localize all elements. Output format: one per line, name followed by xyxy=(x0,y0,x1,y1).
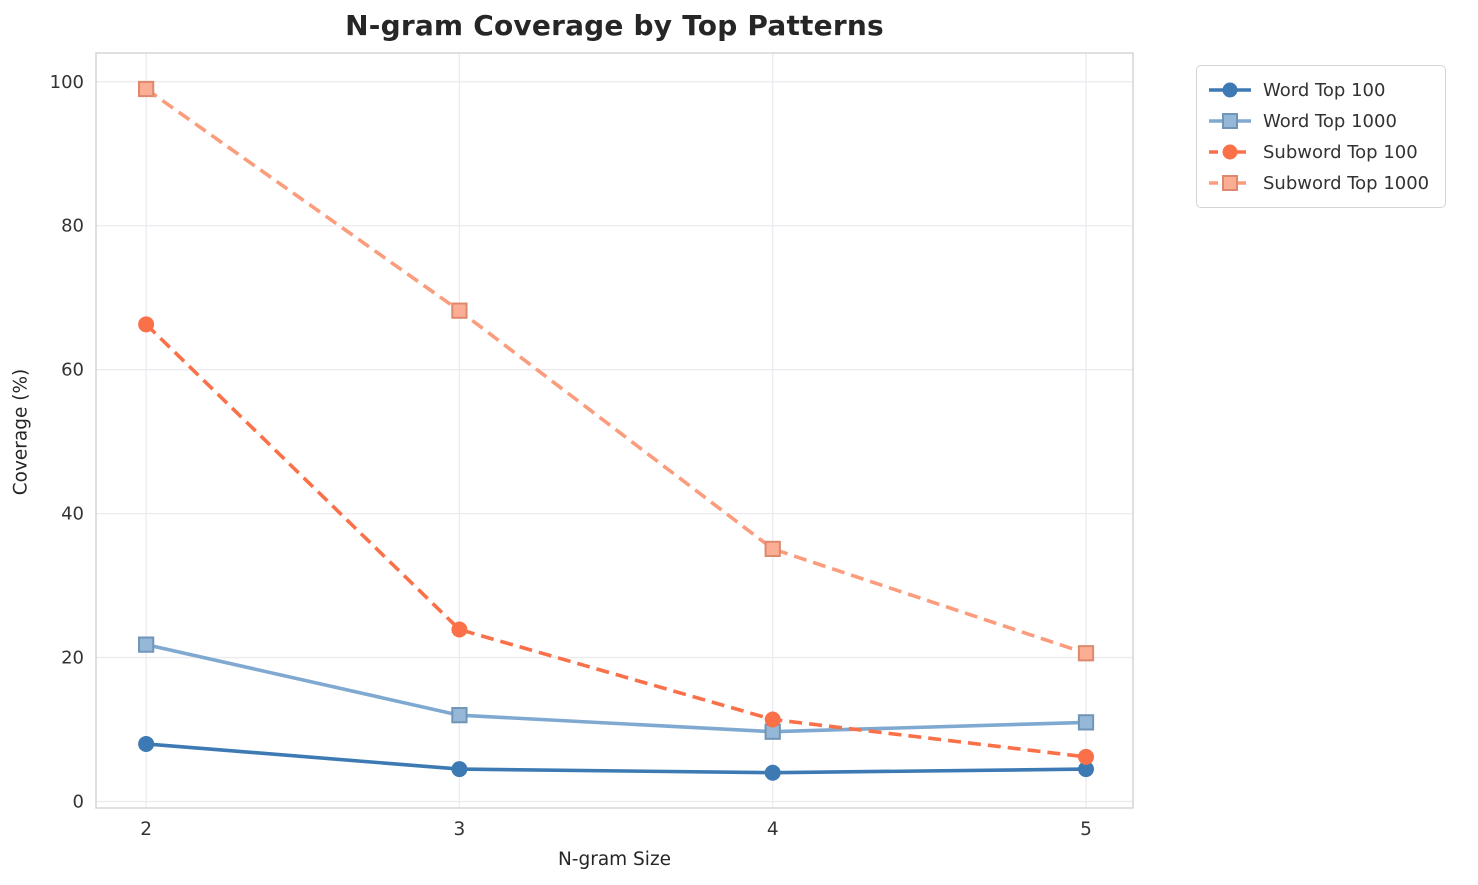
legend-swatch-solid-circle-icon xyxy=(1209,82,1251,98)
legend-swatch-solid-square-icon xyxy=(1209,113,1251,129)
data-point-word-top-1000 xyxy=(1077,714,1095,731)
series-line-subword-top-100 xyxy=(144,323,1087,759)
legend-item-subword-top-1000: Subword Top 1000 xyxy=(1207,168,1429,198)
x-tick-label: 3 xyxy=(454,819,466,840)
data-point-word-top-100 xyxy=(764,764,781,781)
data-point-word-top-100 xyxy=(138,735,155,752)
legend-item-label: Subword Top 100 xyxy=(1263,141,1418,163)
y-tick-label: 80 xyxy=(61,216,84,237)
y-tick-label: 20 xyxy=(61,648,84,669)
legend: Word Top 100 Word Top 1000 Subword Top 100… xyxy=(1196,65,1447,208)
x-axis-label: N-gram Size xyxy=(557,849,672,870)
series-line-word-top-1000 xyxy=(145,642,1087,734)
legend-item-word-top-1000: Word Top 1000 xyxy=(1207,106,1429,136)
y-axis-label: Coverage (%) xyxy=(10,368,32,496)
legend-item-label: Word Top 1000 xyxy=(1263,110,1397,132)
data-point-word-top-1000 xyxy=(451,707,468,724)
data-point-subword-top-100 xyxy=(138,316,155,333)
legend-item-subword-top-100: Subword Top 100 xyxy=(1207,137,1429,167)
y-tick-label: 0 xyxy=(73,792,84,813)
data-point-subword-top-100 xyxy=(451,621,468,638)
data-point-word-top-100 xyxy=(451,761,468,778)
legend-swatch-dashed-square-icon xyxy=(1209,175,1251,191)
x-tick-label: 4 xyxy=(767,819,779,840)
legend-marker-sample xyxy=(1222,82,1238,98)
legend-item-word-top-100: Word Top 100 xyxy=(1207,75,1429,105)
data-point-word-top-1000 xyxy=(138,636,155,653)
legend-item-label: Subword Top 1000 xyxy=(1263,172,1430,194)
y-tick-label: 60 xyxy=(61,360,84,381)
y-tick-label: 100 xyxy=(50,72,84,93)
x-tick-label: 2 xyxy=(140,819,152,840)
legend-marker-sample xyxy=(1222,175,1238,191)
series-line-subword-top-1000 xyxy=(145,87,1087,656)
chart-title: N-gram Coverage by Top Patterns xyxy=(345,9,884,42)
data-point-subword-top-100 xyxy=(1078,748,1095,765)
legend-marker-sample xyxy=(1222,113,1238,129)
data-point-subword-top-1000 xyxy=(138,80,155,98)
legend-swatch-dashed-circle-icon xyxy=(1209,144,1251,160)
y-tick-label: 40 xyxy=(61,504,84,525)
legend-item-label: Word Top 100 xyxy=(1263,79,1386,101)
series-line-word-top-100 xyxy=(145,742,1087,775)
plot-border xyxy=(95,52,1134,809)
data-point-subword-top-1000 xyxy=(451,302,468,319)
data-point-subword-top-1000 xyxy=(1077,645,1095,662)
legend-marker-sample xyxy=(1222,144,1238,160)
data-point-subword-top-1000 xyxy=(764,540,781,558)
data-point-subword-top-100 xyxy=(764,711,781,728)
x-tick-label: 5 xyxy=(1080,819,1092,840)
